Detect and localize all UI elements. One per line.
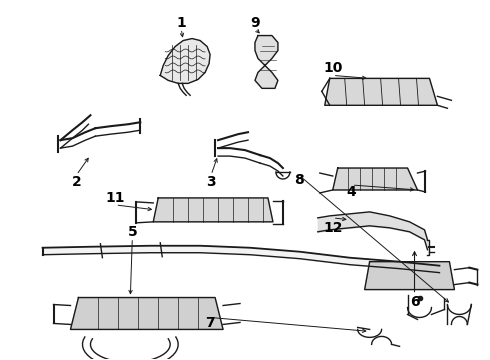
Text: 9: 9 bbox=[250, 15, 260, 30]
Text: 7: 7 bbox=[205, 316, 215, 330]
Polygon shape bbox=[365, 262, 454, 289]
Polygon shape bbox=[255, 36, 278, 88]
Polygon shape bbox=[153, 198, 273, 222]
Text: 6: 6 bbox=[410, 294, 419, 309]
Text: 8: 8 bbox=[294, 173, 304, 187]
Text: 2: 2 bbox=[72, 175, 81, 189]
Text: 5: 5 bbox=[127, 225, 137, 239]
Polygon shape bbox=[71, 298, 223, 329]
Text: 1: 1 bbox=[176, 15, 186, 30]
Text: 11: 11 bbox=[106, 191, 125, 205]
Text: 3: 3 bbox=[206, 175, 216, 189]
Polygon shape bbox=[325, 78, 438, 105]
Text: 10: 10 bbox=[323, 62, 343, 76]
Polygon shape bbox=[333, 168, 417, 190]
Polygon shape bbox=[160, 39, 210, 84]
Text: 4: 4 bbox=[347, 185, 357, 199]
Text: 12: 12 bbox=[323, 221, 343, 235]
